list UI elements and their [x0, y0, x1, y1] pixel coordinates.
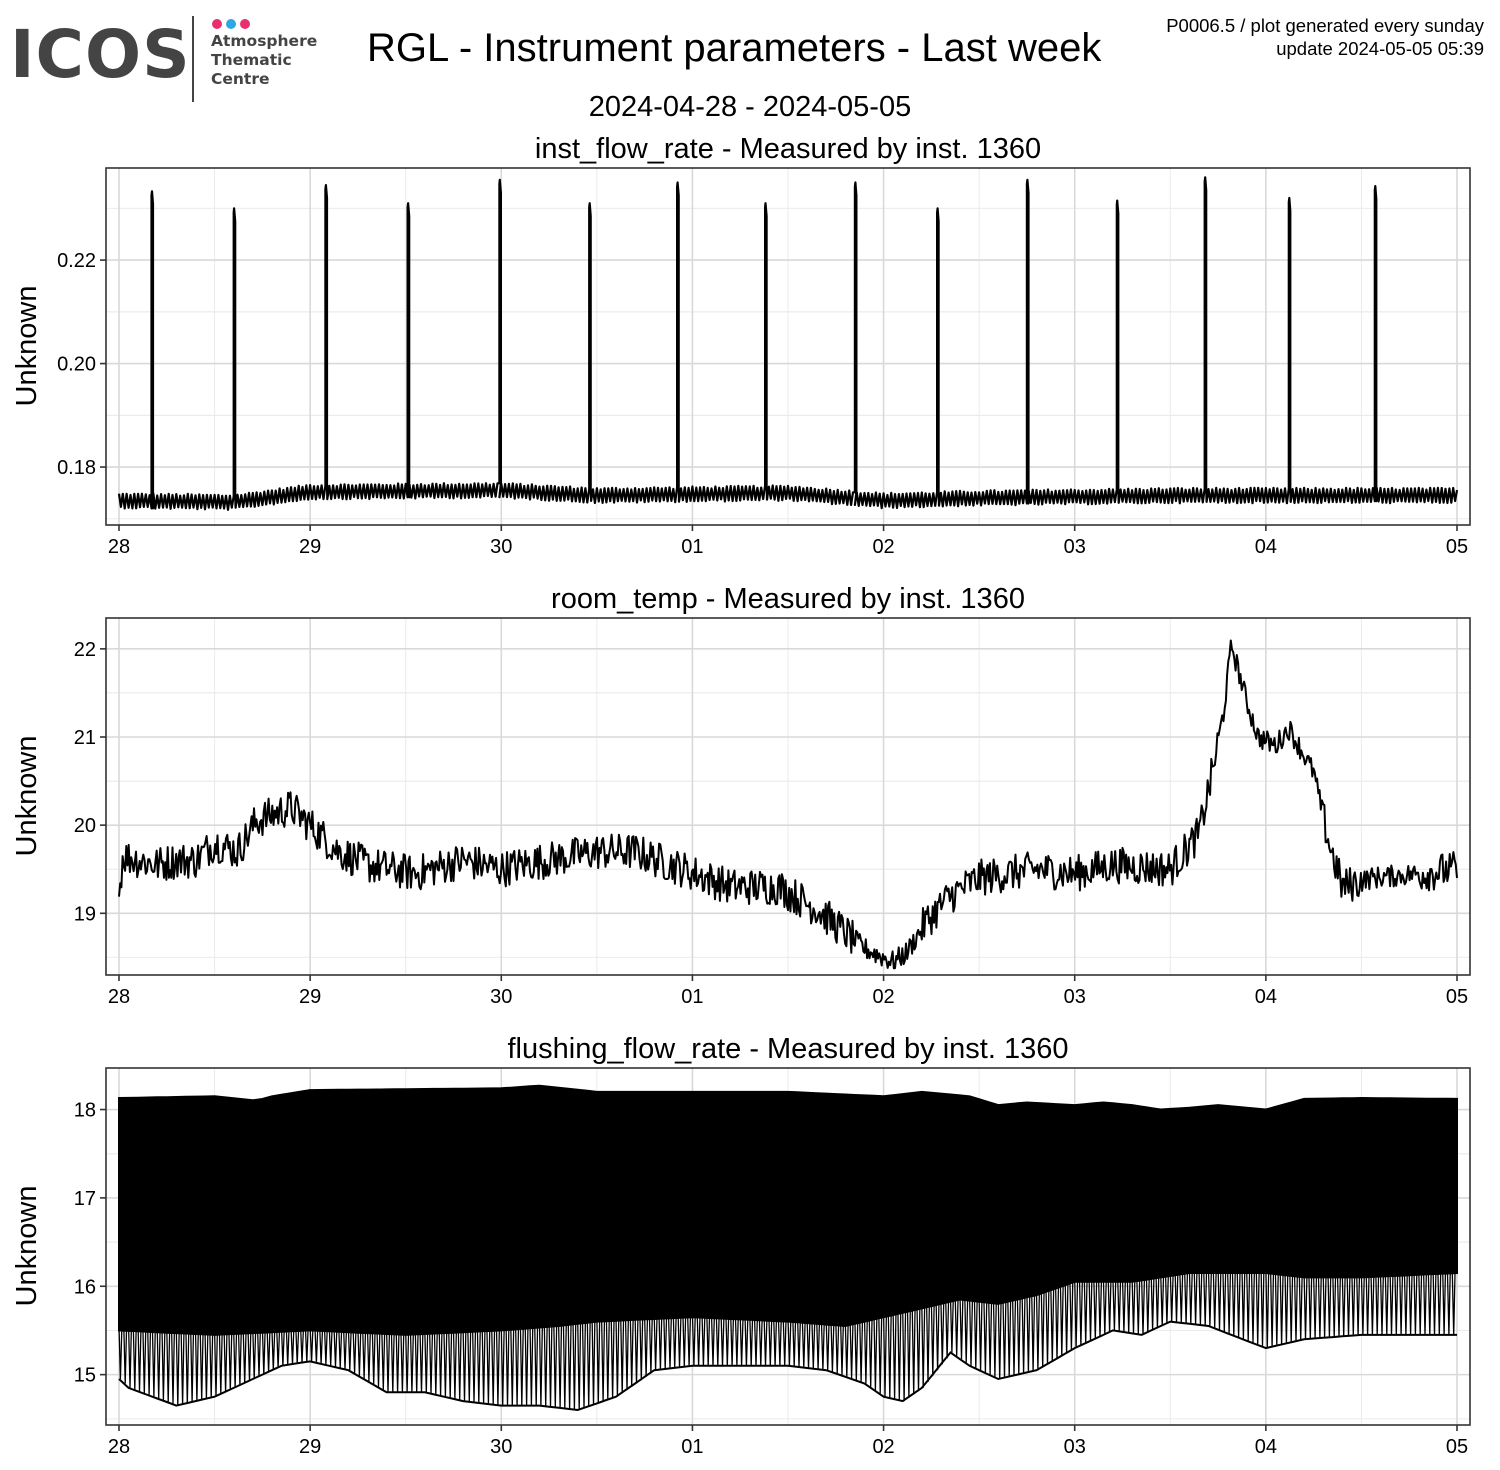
- panel-3: flushing_flow_rate - Measured by inst. 1…: [11, 1033, 1471, 1458]
- x-tick-label: 28: [108, 536, 130, 558]
- x-tick-label: 30: [490, 986, 512, 1008]
- page-title: RGL - Instrument parameters - Last week: [367, 26, 1102, 70]
- y-axis-label: Unknown: [11, 1186, 43, 1307]
- logo-line-3: Centre: [211, 70, 270, 88]
- x-tick-label: 04: [1255, 986, 1277, 1008]
- x-tick-label: 05: [1446, 986, 1468, 1008]
- x-tick-label: 04: [1255, 1436, 1277, 1458]
- panel-border: [105, 617, 1471, 976]
- plot-id-line: P0006.5 / plot generated every sunday: [1166, 15, 1484, 36]
- panel-2: room_temp - Measured by inst. 1360 Unknow…: [11, 583, 1471, 1008]
- room-temp-line: [118, 639, 1458, 970]
- generation-info: P0006.5 / plot generated every sunday up…: [1166, 14, 1484, 60]
- series: [117, 176, 1459, 511]
- update-line: update 2024-05-05 05:39: [1276, 38, 1484, 59]
- logo-divider: [192, 16, 194, 102]
- y-tick-label: 18: [74, 1100, 96, 1122]
- y-tick-label: 22: [74, 639, 96, 661]
- x-tick-label: 02: [872, 536, 894, 558]
- x-tick-label: 30: [490, 1436, 512, 1458]
- panel-title: room_temp - Measured by inst. 1360: [551, 583, 1025, 615]
- logo-line-1: Atmosphere: [211, 32, 318, 50]
- x-tick-label: 29: [299, 986, 321, 1008]
- panel-title: flushing_flow_rate - Measured by inst. 1…: [508, 1033, 1069, 1065]
- x-tick-label: 05: [1446, 1436, 1468, 1458]
- series: [118, 1084, 1458, 1412]
- x-tick-label: 28: [108, 986, 130, 1008]
- panel-border: [105, 167, 1471, 526]
- y-tick-label: 20: [74, 815, 96, 837]
- x-tick-label: 02: [872, 1436, 894, 1458]
- y-tick-label: 0.22: [57, 250, 96, 272]
- x-tick-label: 01: [681, 536, 703, 558]
- y-tick-label: 0.20: [57, 354, 96, 376]
- x-tick-label: 01: [681, 1436, 703, 1458]
- x-tick-label: 29: [299, 536, 321, 558]
- icos-logo: ICOS Atmosphere Thematic Centre: [10, 12, 330, 107]
- x-tick-label: 03: [1064, 986, 1086, 1008]
- y-axis-label: Unknown: [11, 736, 43, 857]
- x-tick-label: 29: [299, 1436, 321, 1458]
- logo-line-2: Thematic: [211, 51, 292, 69]
- y-axis-label: Unknown: [11, 286, 43, 407]
- panel-title: inst_flow_rate - Measured by inst. 1360: [535, 133, 1041, 165]
- panel-border: [105, 1067, 1471, 1426]
- x-tick-label: 28: [108, 1436, 130, 1458]
- logo-dot: [240, 19, 250, 29]
- logo-wordmark: ICOS: [10, 16, 191, 93]
- x-tick-label: 03: [1064, 536, 1086, 558]
- series: [118, 639, 1458, 970]
- y-tick-label: 17: [74, 1188, 96, 1210]
- logo-dot: [226, 19, 236, 29]
- x-tick-label: 04: [1255, 536, 1277, 558]
- gridlines: [106, 618, 1470, 975]
- x-tick-label: 30: [490, 536, 512, 558]
- logo-dot: [212, 19, 222, 29]
- x-tick-label: 02: [872, 986, 894, 1008]
- gridlines: [106, 168, 1470, 525]
- date-range-subtitle: 2024-04-28 - 2024-05-05: [588, 91, 912, 123]
- y-tick-label: 21: [74, 727, 96, 749]
- panel-1: inst_flow_rate - Measured by inst. 1360 U…: [11, 133, 1471, 558]
- logo-dots: [212, 16, 254, 29]
- y-tick-label: 15: [74, 1365, 96, 1387]
- logo-subtitle: Atmosphere Thematic Centre: [211, 32, 317, 89]
- inst-flow-rate-line: [117, 176, 1459, 511]
- y-tick-label: 16: [74, 1276, 96, 1298]
- y-tick-label: 0.18: [57, 457, 96, 479]
- x-tick-label: 01: [681, 986, 703, 1008]
- flushing-flow-lower-envelope: [118, 1320, 1457, 1412]
- x-tick-label: 05: [1446, 536, 1468, 558]
- x-tick-label: 03: [1064, 1436, 1086, 1458]
- y-tick-label: 19: [74, 903, 96, 925]
